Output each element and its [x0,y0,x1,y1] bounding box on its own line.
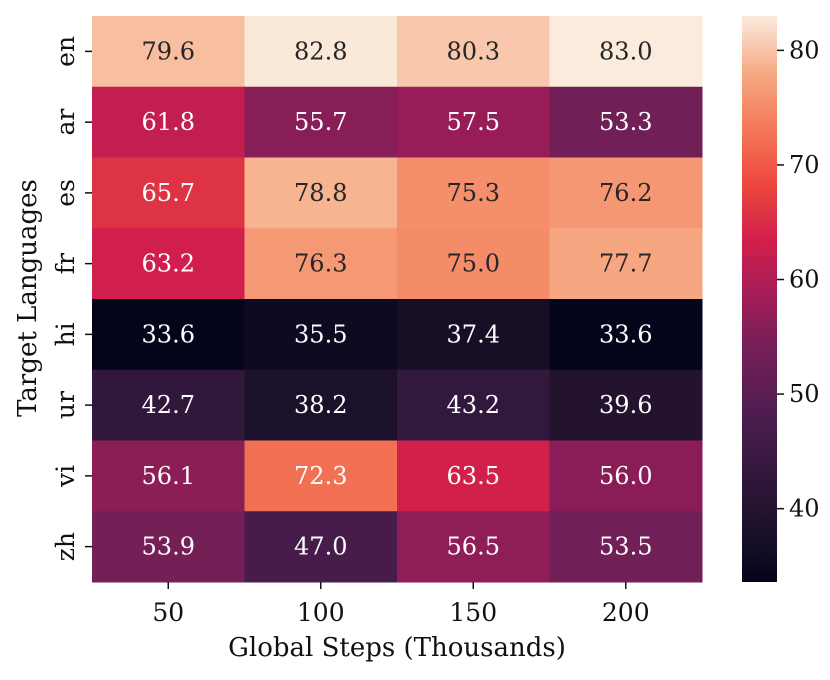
cell-value-label: 61.8 [142,108,195,136]
cell-value-label: 42.7 [142,391,195,419]
y-tick-label: hi [51,322,80,346]
cell-value-label: 33.6 [142,320,195,348]
cell-value-label: 72.3 [294,462,347,490]
x-tick-label: 200 [602,598,650,627]
cell-value-label: 47.0 [294,533,347,561]
x-axis-title: Global Steps (Thousands) [228,633,566,663]
heatmap-cell-fr-150 [397,228,550,300]
cell-value-label: 63.5 [447,462,500,490]
cell-value-label: 38.2 [294,391,347,419]
cell-value-label: 53.5 [599,533,652,561]
heatmap-cell-zh-150 [397,511,550,583]
cell-value-label: 76.3 [294,250,347,278]
colorbar-tick-label: 50 [789,380,820,408]
y-tick-label: ar [51,109,80,136]
heatmap-cell-fr-200 [549,228,703,300]
x-axis-ticks: 50 100 150 200 [152,582,650,627]
heatmap-cell-es-100 [244,157,398,229]
cell-value-label: 39.6 [599,391,652,419]
y-tick-label: zh [51,532,80,561]
heatmap-cell-vi-100 [244,440,398,512]
heatmap-cell-labels: 79.6 82.8 80.3 83.0 61.8 55.7 57.5 53.3 65.7 78.8… [142,37,653,560]
cell-value-label: 63.2 [142,250,195,278]
cell-value-label: 37.4 [447,320,500,348]
cell-value-label: 65.7 [142,179,195,207]
heatmap-cell-en-50 [92,16,245,88]
heatmap-cell-en-150 [397,16,550,88]
heatmap-cell-hi-50 [92,299,245,371]
colorbar-tick-label: 80 [789,36,820,64]
cell-value-label: 78.8 [294,179,347,207]
cell-value-label: 53.3 [599,108,652,136]
heatmap-cell-ur-200 [549,369,703,441]
heatmap-cell-hi-200 [549,299,703,371]
y-tick-label: en [51,36,80,67]
cell-value-label: 33.6 [599,320,652,348]
heatmap-cell-en-100 [244,16,398,88]
heatmap-cell-ar-200 [549,86,703,158]
heatmap-cell-zh-200 [549,511,703,583]
cell-value-label: 77.7 [599,250,652,278]
cell-value-label: 53.9 [142,533,195,561]
heatmap-cell-vi-200 [549,440,703,512]
heatmap-cell-ur-50 [92,369,245,441]
x-tick-label: 150 [449,598,497,627]
heatmap-cell-hi-150 [397,299,550,371]
cell-value-label: 83.0 [599,37,652,65]
heatmap-cell-zh-50 [92,511,245,583]
colorbar-tick-label: 40 [789,495,820,523]
cell-value-label: 76.2 [599,179,652,207]
heatmap-cell-vi-50 [92,440,245,512]
heatmap-cell-fr-100 [244,228,398,300]
cell-value-label: 75.3 [447,179,500,207]
y-tick-label: es [51,179,80,207]
colorbar-ticks: 40 50 60 70 80 [777,36,820,523]
y-axis-ticks: en ar es fr hi ur vi zh [51,36,92,561]
heatmap-cells [92,16,703,583]
heatmap-cell-es-50 [92,157,245,229]
heatmap-cell-ar-150 [397,86,550,158]
heatmap-cell-ur-150 [397,369,550,441]
heatmap-cell-ur-100 [244,369,398,441]
heatmap-cell-fr-50 [92,228,245,300]
heatmap-cell-hi-100 [244,299,398,371]
cell-value-label: 56.5 [447,533,500,561]
heatmap-cell-ar-100 [244,86,398,158]
cell-value-label: 56.0 [599,462,652,490]
heatmap-cell-es-200 [549,157,703,229]
heatmap-cell-es-150 [397,157,550,229]
cell-value-label: 82.8 [294,37,347,65]
heatmap-cell-ar-50 [92,86,245,158]
y-tick-label: ur [51,391,80,419]
heatmap-cell-vi-150 [397,440,550,512]
colorbar-tick-label: 70 [789,151,820,179]
y-tick-label: fr [51,253,80,274]
x-tick-label: 50 [152,598,184,627]
cell-value-label: 79.6 [142,37,195,65]
cell-value-label: 43.2 [447,391,500,419]
heatmap-cell-zh-100 [244,511,398,583]
cell-value-label: 56.1 [142,462,195,490]
cell-value-label: 55.7 [294,108,347,136]
y-tick-label: vi [51,465,80,488]
cell-value-label: 75.0 [447,250,500,278]
heatmap-cell-en-200 [549,16,703,88]
cell-value-label: 35.5 [294,320,347,348]
y-axis-title: Target Languages [13,179,43,417]
cell-value-label: 57.5 [447,108,500,136]
colorbar [742,16,777,582]
x-tick-label: 100 [297,598,345,627]
colorbar-tick-label: 60 [789,266,820,294]
cell-value-label: 80.3 [447,37,500,65]
